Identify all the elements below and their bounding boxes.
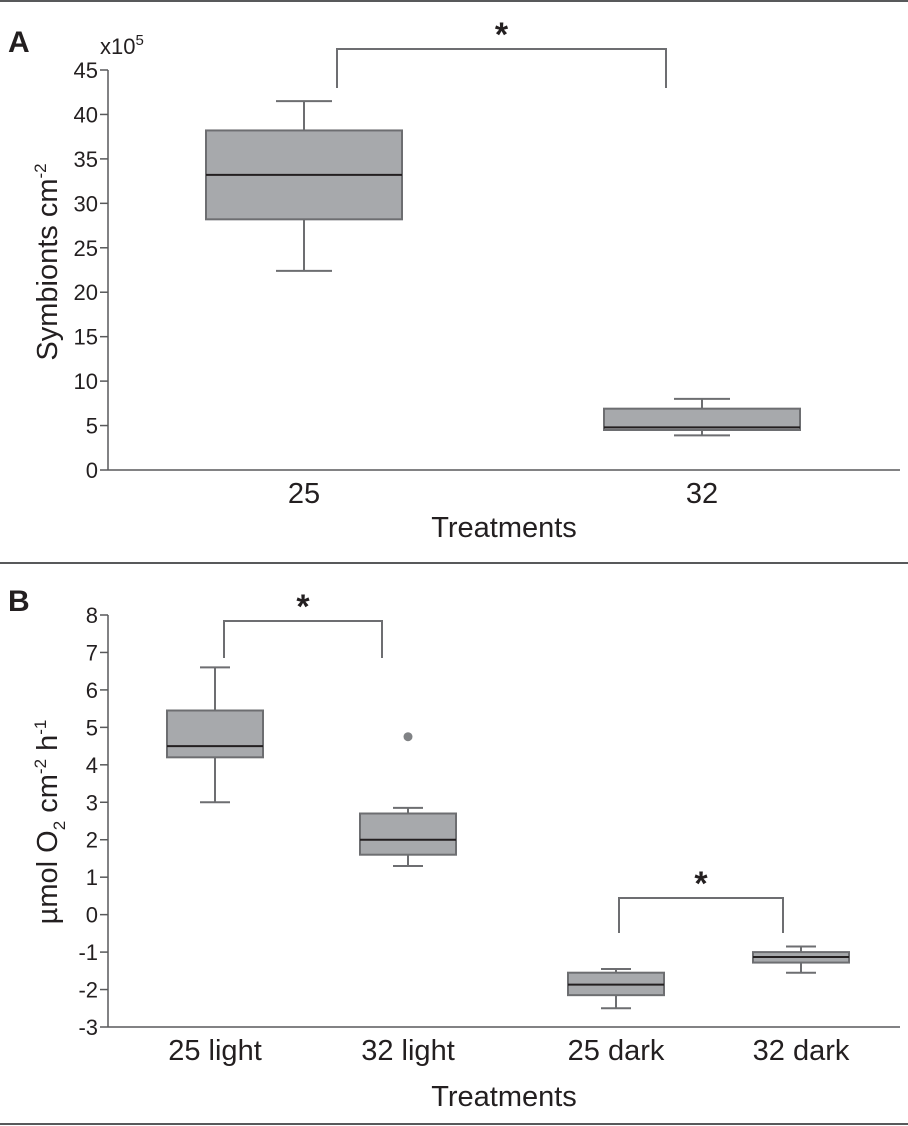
b-y-tick-label: -2 <box>78 978 98 1003</box>
a-box-plot-25 <box>205 100 403 272</box>
b-y-tick-label: -3 <box>78 1015 98 1040</box>
panel-a-y-multiplier: x105 <box>100 32 144 59</box>
b-y-tick-label: 3 <box>86 790 98 815</box>
panel-a-y-ticks: 0 5 10 15 20 25 30 35 40 45 <box>74 58 108 483</box>
b-x-tick-label: 25 light <box>168 1035 262 1067</box>
b-significance-star: * <box>694 865 708 903</box>
panel-b-x-axis-label: Treatments <box>431 1081 577 1113</box>
b-significance-star: * <box>296 588 310 626</box>
a-y-tick-label: 15 <box>74 325 98 350</box>
a-y-tick-label: 0 <box>86 458 98 483</box>
b-box-plot-25-dark <box>567 967 665 1010</box>
panel-b-significance: ** <box>223 588 784 933</box>
a-y-tick-label: 10 <box>74 369 98 394</box>
b-y-tick-label: 4 <box>86 753 98 778</box>
b-y-tick-label: 5 <box>86 715 98 740</box>
b-x-tick-label: 32 light <box>361 1035 455 1067</box>
a-y-tick-label: 25 <box>74 236 98 261</box>
panel-a-significance: * <box>336 16 667 88</box>
iqr-box <box>603 407 801 431</box>
b-y-tick-label: 2 <box>86 828 98 853</box>
a-y-tick-label: 30 <box>74 191 98 216</box>
a-x-tick-label: 25 <box>288 478 320 510</box>
a-y-tick-label: 35 <box>74 147 98 172</box>
a-box-plot-32 <box>603 397 801 437</box>
b-y-tick-label: 0 <box>86 903 98 928</box>
panel-b-label: B <box>8 585 30 618</box>
b-box-plot-25-light <box>166 666 264 804</box>
b-x-tick-label: 25 dark <box>568 1035 665 1067</box>
a-y-tick-label: 45 <box>74 58 98 83</box>
panel-a-boxes <box>205 100 801 437</box>
b-y-tick-label: -1 <box>78 940 98 965</box>
panel-a-label: A <box>8 26 30 59</box>
b-box-plot-32-dark <box>752 945 850 974</box>
panel-a-category-labels: 25 32 <box>288 478 718 510</box>
b-box-plot-32-light <box>359 732 457 867</box>
panel-b-y-ticks: -3 -2 -1 0 1 2 3 4 5 6 7 8 <box>78 603 108 1040</box>
panel-a: A 0 5 10 15 20 25 30 35 40 45 * 25 32 x105 Symbion… <box>8 16 900 544</box>
panel-a-x-axis-label: Treatments <box>431 512 577 544</box>
panel-b-boxes <box>166 666 850 1010</box>
b-significance-bracket <box>223 620 383 658</box>
b-y-tick-label: 6 <box>86 678 98 703</box>
iqr-box <box>359 812 457 856</box>
a-x-tick-label: 32 <box>686 478 718 510</box>
a-significance-bracket <box>336 48 667 88</box>
b-y-tick-label: 1 <box>86 865 98 890</box>
a-y-tick-label: 40 <box>74 102 98 127</box>
panel-b-category-labels: 25 light 32 light 25 dark 32 dark <box>168 1035 850 1067</box>
b-y-tick-label: 7 <box>86 640 98 665</box>
outlier-point <box>403 732 413 742</box>
panel-b-y-axis-label: µmol O2 cm-2 h-1 <box>31 720 69 925</box>
a-y-tick-label: 5 <box>86 414 98 439</box>
b-y-tick-label: 8 <box>86 603 98 628</box>
iqr-box <box>166 709 264 759</box>
b-significance-bracket <box>618 897 784 933</box>
a-y-tick-label: 20 <box>74 280 98 305</box>
b-x-tick-label: 32 dark <box>753 1035 850 1067</box>
panel-a-y-axis-label: Symbionts cm-2 <box>31 163 64 360</box>
a-significance-star: * <box>495 16 509 54</box>
